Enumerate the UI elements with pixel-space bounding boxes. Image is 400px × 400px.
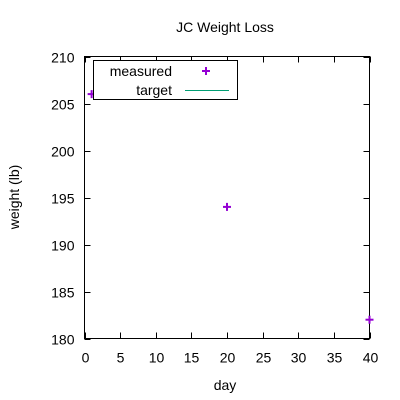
legend-label-measured: measured [110,63,172,79]
x-tick-label: 10 [149,350,165,366]
data-point-measured [365,315,374,324]
x-tick-label: 35 [327,350,343,366]
legend-box [93,60,238,100]
x-axis-ticks: 0 5 10 15 20 25 30 35 40 [82,56,379,366]
y-axis-ticks: 180 185 190 195 200 205 210 [51,50,370,348]
data-point-measured [223,202,231,211]
y-tick-label: 210 [51,50,75,66]
x-axis-label: day [214,377,237,393]
y-tick-label: 180 [51,332,75,348]
x-tick-label: 30 [291,350,307,366]
legend: measured target [93,60,238,100]
y-axis-label: weight (lb) [6,165,22,231]
data-layer [87,90,374,324]
y-tick-label: 200 [51,144,75,160]
x-tick-label: 40 [363,350,379,366]
chart-title: JC Weight Loss [176,19,274,35]
legend-marker-measured [202,67,210,75]
y-tick-label: 185 [51,285,75,301]
y-tick-label: 195 [51,191,75,207]
x-tick-label: 25 [256,350,272,366]
x-tick-label: 20 [220,350,236,366]
y-tick-label: 190 [51,238,75,254]
x-tick-label: 5 [117,350,125,366]
legend-label-target: target [136,82,172,98]
y-tick-label: 205 [51,97,75,113]
x-tick-label: 15 [184,350,200,366]
plot-frame [84,56,370,339]
legend-plus-marker [202,67,210,75]
x-tick-label: 0 [82,350,90,366]
